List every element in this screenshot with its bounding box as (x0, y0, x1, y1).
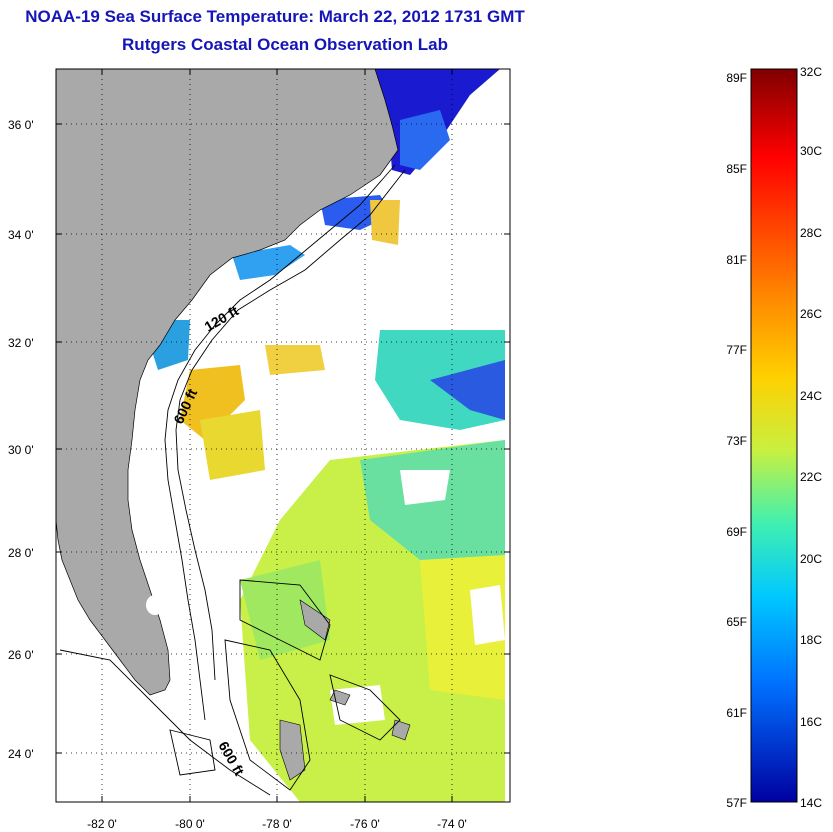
bahamas-islands (279, 599, 411, 781)
lon-label: -76 0' (350, 817, 380, 831)
lon-label: -74 0' (437, 817, 467, 831)
lat-label: 26 0' (8, 648, 34, 662)
colorbar-c-label: 22C (800, 470, 822, 484)
colorbar-f-label: 89F (726, 71, 747, 85)
colorbar-f-label: 65F (726, 615, 747, 629)
lon-label: -80 0' (175, 817, 205, 831)
colorbar-c-label: 30C (800, 144, 822, 158)
colorbar-f-label: 69F (726, 525, 747, 539)
colorbar-c-label: 32C (800, 65, 822, 79)
lat-label: 28 0' (8, 546, 34, 560)
colorbar-c-label: 26C (800, 307, 822, 321)
colorbar-c-labels: 32C 30C 28C 26C 24C 22C 20C 18C 16C 14C (800, 65, 822, 810)
colorbar-c-label: 18C (800, 633, 822, 647)
colorbar-f-labels: 89F 85F 81F 77F 73F 69F 65F 61F 57F (726, 71, 747, 810)
lat-label: 32 0' (8, 336, 34, 350)
axis-ticks (56, 69, 510, 802)
graticule (56, 69, 510, 802)
lat-label: 34 0' (8, 228, 34, 242)
colorbar-f-label: 81F (726, 253, 747, 267)
colorbar-f-label: 77F (726, 343, 747, 357)
colorbar-c-label: 14C (800, 796, 822, 810)
lon-label: -78 0' (262, 817, 292, 831)
map-title: NOAA-19 Sea Surface Temperature: March 2… (25, 7, 525, 26)
colorbar-c-label: 20C (800, 552, 822, 566)
land-mass (56, 69, 399, 696)
colorbar-c-label: 16C (800, 715, 822, 729)
colorbar-c-label: 24C (800, 389, 822, 403)
map-subtitle: Rutgers Coastal Ocean Observation Lab (122, 35, 448, 54)
bathymetry-contours (59, 164, 406, 796)
colorbar-f-label: 57F (726, 796, 747, 810)
lat-label: 36 0' (8, 118, 34, 132)
colorbar-f-label: 85F (726, 162, 747, 176)
colorbar (750, 68, 798, 803)
lake-okeechobee (146, 595, 164, 615)
colorbar-c-label: 28C (800, 226, 822, 240)
colorbar-f-label: 73F (726, 434, 747, 448)
lat-label: 24 0' (8, 747, 34, 761)
colorbar-f-label: 61F (726, 706, 747, 720)
lat-label: 30 0' (8, 443, 34, 457)
lon-label: -82 0' (87, 817, 117, 831)
latitude-labels: 36 0' 34 0' 32 0' 30 0' 28 0' 26 0' 24 0… (8, 118, 34, 761)
longitude-labels: -82 0' -80 0' -78 0' -76 0' -74 0' (87, 817, 467, 831)
